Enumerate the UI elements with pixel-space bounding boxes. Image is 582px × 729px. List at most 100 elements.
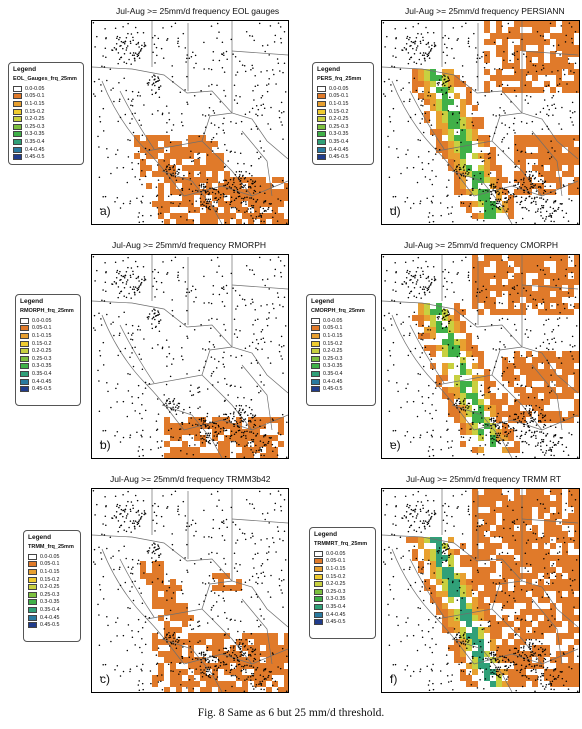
gauge-dot [188,434,191,436]
frequency-cell [164,453,170,458]
gauge-dot [206,412,209,415]
gauge-dot [480,384,483,387]
frequency-cell [556,501,562,507]
gauge-dot [259,156,262,158]
gauge-dot [261,446,264,449]
gauge-dot [394,261,396,264]
gauge-dot [106,313,108,316]
gauge-dot [169,402,172,404]
frequency-cell [508,411,514,417]
frequency-cell [200,417,206,423]
frequency-cell [140,573,146,579]
frequency-cell [550,141,556,147]
frequency-cell [272,219,278,224]
frequency-cell [460,147,466,153]
frequency-cell [200,147,206,153]
gauge-dot [171,129,173,131]
gauge-dot [190,150,192,153]
gauge-dot [567,454,570,456]
gauge-dot [561,340,563,343]
gauge-dot [239,408,241,410]
frequency-cell [188,201,194,207]
gauge-dot [99,354,102,357]
gauge-dot [207,658,209,661]
gauge-dot [529,60,532,62]
gauge-dot [261,212,264,215]
frequency-cell [454,375,460,381]
frequency-cell [448,345,454,351]
gauge-dot [512,41,514,44]
gauge-dot [215,422,217,425]
gauge-dot [530,152,533,154]
gauge-dot [118,81,120,84]
gauge-dot [123,77,125,79]
frequency-cell [152,579,158,585]
gauge-dot [230,121,232,123]
frequency-cell [424,81,430,87]
frequency-cell [574,27,579,33]
gauge-dot [524,433,526,435]
gauge-dot [221,53,223,55]
gauge-dot [557,304,559,306]
gauge-dot [459,166,461,169]
frequency-cell [574,153,579,159]
frequency-cell [544,369,550,375]
frequency-cell [514,21,520,27]
gauge-dot [104,195,107,198]
frequency-cell [556,267,562,273]
gauge-dot [491,441,494,444]
gauge-dot [137,288,140,291]
gauge-dot [488,152,491,155]
gauge-dot [503,110,505,112]
gauge-dot [528,177,531,179]
gauge-dot [158,320,161,323]
gauge-dot [535,113,537,115]
gauge-dot [269,25,272,27]
gauge-dot [255,593,258,596]
frequency-cell [574,357,579,363]
gauge-dot [490,417,493,419]
gauge-dot [447,343,450,346]
frequency-cell [478,429,484,435]
gauge-dot [203,201,205,203]
gauge-dot [256,114,259,117]
gauge-dot [428,285,431,287]
gauge-dot [533,432,536,434]
gauge-dot [132,599,135,602]
frequency-cell [170,663,176,669]
gauge-dot [197,641,199,644]
gauge-dot [252,205,255,207]
gauge-dot [466,413,468,415]
gauge-dot [540,197,543,199]
frequency-cell [164,159,170,165]
gauge-dot [195,434,197,436]
gauge-dot [189,156,191,158]
frequency-cell [508,201,514,207]
gauge-dot [574,265,577,267]
frequency-cell [466,429,472,435]
gauge-dot [200,190,202,193]
gauge-dot [223,54,225,56]
gauge-dot [449,330,451,333]
gauge-dot [473,266,475,269]
gauge-dot [129,508,132,511]
gauge-dot [106,79,108,82]
gauge-dot [405,49,407,51]
frequency-cell [520,87,526,93]
gauge-dot [256,198,259,201]
gauge-dot [539,208,542,210]
gauge-dot [171,75,174,78]
gauge-dot [280,345,283,348]
gauge-dot [252,451,254,453]
gauge-dot [138,280,140,282]
gauge-dot [458,163,460,166]
map-panel-f: f) [381,488,580,693]
gauge-dot [552,329,555,331]
gauge-dot [253,189,256,192]
frequency-cell [526,21,532,27]
gauge-dot [266,552,268,554]
gauge-dot [148,81,150,84]
frequency-cell [212,669,218,675]
gauge-dot [388,146,390,148]
gauge-dot [166,599,168,601]
